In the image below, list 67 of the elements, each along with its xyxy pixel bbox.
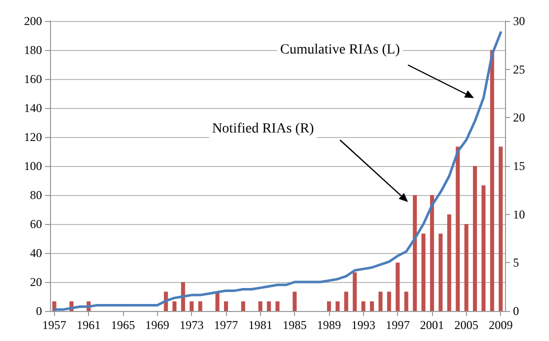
y2-tick-label: 30	[513, 14, 525, 28]
y-tick-label: 120	[24, 130, 42, 144]
bar	[181, 282, 186, 311]
x-tick-label: 1989	[317, 318, 342, 332]
bar	[490, 50, 494, 311]
bar	[396, 262, 400, 311]
y2-tick-label: 0	[513, 304, 519, 318]
x-tick-label: 2001	[420, 318, 444, 332]
x-tick-label: 1977	[214, 318, 238, 332]
y-tick-label: 140	[24, 101, 42, 115]
x-tick-label: 2009	[488, 318, 513, 332]
bar	[172, 301, 176, 311]
y2-tick-label: 20	[513, 110, 525, 125]
line-series	[53, 31, 502, 311]
y2-tick-label: 5	[513, 256, 519, 270]
x-tick-label: 1981	[248, 318, 272, 332]
y-tick-label: 60	[30, 217, 42, 231]
bar	[266, 301, 271, 311]
bar	[327, 301, 332, 311]
bar	[498, 146, 503, 311]
bar	[336, 301, 340, 311]
x-tick-label: 1985	[282, 318, 307, 332]
y2-tick-label: 15	[513, 159, 525, 173]
bar	[190, 301, 194, 311]
bar	[430, 195, 434, 311]
y-tick-label: 20	[30, 275, 42, 289]
bar	[387, 292, 392, 311]
annotation: Notified RIAs (R)	[212, 122, 314, 136]
bar	[215, 292, 220, 311]
bar	[472, 166, 477, 311]
bar	[224, 301, 228, 311]
bar	[352, 272, 357, 311]
x-tick-label: 1997	[386, 318, 410, 332]
x-tick-label: 1961	[76, 318, 101, 332]
bar	[241, 301, 246, 311]
y-tick-label: 100	[24, 159, 42, 173]
y2-tick-label: 10	[513, 207, 525, 222]
y-tick-label: 160	[24, 72, 42, 86]
bar	[258, 301, 262, 311]
bar	[344, 292, 348, 311]
x-tick-label: 1993	[351, 318, 376, 332]
bar	[404, 292, 408, 311]
bar	[292, 292, 297, 311]
bar	[456, 146, 460, 311]
x-tick-label: 1969	[145, 318, 170, 332]
bar	[370, 301, 374, 311]
bar	[482, 185, 486, 311]
y-tick-label: 180	[24, 43, 42, 57]
bar	[464, 224, 468, 311]
x-tick-label: 1965	[110, 318, 135, 332]
y-tick-label: 200	[24, 14, 42, 28]
x-tick-label: 2005	[454, 318, 478, 332]
bar	[421, 234, 426, 311]
bar	[378, 292, 383, 311]
y-tick-label: 40	[30, 246, 42, 260]
x-tick-label: 1957	[42, 318, 66, 332]
bar	[438, 234, 443, 311]
y2-tick-label: 25	[513, 62, 525, 76]
bar	[361, 301, 366, 311]
x-tick-label: 1973	[180, 318, 204, 332]
y-tick-label: 0	[36, 304, 42, 318]
bar	[198, 301, 202, 311]
y-tick-label: 80	[30, 188, 42, 202]
annotation: Cumulative RIAs (L)	[280, 42, 400, 58]
bar	[412, 195, 417, 311]
bar	[447, 214, 452, 311]
bar	[276, 301, 280, 311]
